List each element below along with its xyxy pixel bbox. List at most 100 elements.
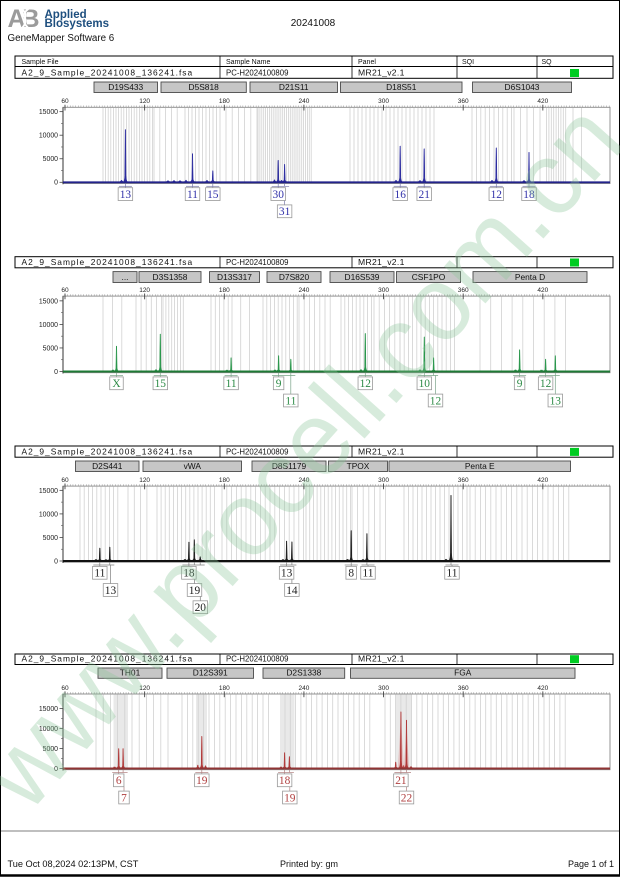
svg-text:Page 1 of 1: Page 1 of 1 <box>568 859 614 869</box>
svg-text:180: 180 <box>219 287 230 294</box>
svg-text:Penta D: Penta D <box>515 272 545 282</box>
svg-text:300: 300 <box>378 98 389 105</box>
svg-text:D16S539: D16S539 <box>345 272 380 282</box>
svg-text:360: 360 <box>458 477 469 484</box>
svg-text:11: 11 <box>226 378 237 390</box>
svg-text:9: 9 <box>276 378 282 390</box>
svg-text:A2_9_Sample_20241008_136241.fs: A2_9_Sample_20241008_136241.fsa <box>22 654 194 664</box>
svg-text:D13S317: D13S317 <box>217 272 252 282</box>
svg-text:180: 180 <box>219 98 230 105</box>
svg-text:21: 21 <box>419 189 431 201</box>
svg-text:D6S1043: D6S1043 <box>505 82 540 92</box>
svg-text:SQI: SQI <box>462 59 474 66</box>
svg-text:Tue Oct 08,2024 02:13PM, CST: Tue Oct 08,2024 02:13PM, CST <box>8 859 139 869</box>
svg-text:PC-H2024100809: PC-H2024100809 <box>226 258 288 267</box>
svg-text:MR21_v2.1: MR21_v2.1 <box>358 68 405 78</box>
svg-text:18: 18 <box>279 775 291 787</box>
svg-text:13: 13 <box>105 585 117 597</box>
svg-text:18: 18 <box>523 189 535 201</box>
svg-text:22: 22 <box>401 792 413 804</box>
svg-text:19: 19 <box>284 792 296 804</box>
svg-text:15: 15 <box>207 189 219 201</box>
svg-text:...: ... <box>122 272 129 282</box>
svg-text:20241008: 20241008 <box>291 18 336 29</box>
svg-text:13: 13 <box>120 189 132 201</box>
svg-text:420: 420 <box>537 98 548 105</box>
svg-text:PC-H2024100809: PC-H2024100809 <box>226 655 288 664</box>
svg-text:D8S1179: D8S1179 <box>272 461 307 471</box>
svg-text:180: 180 <box>219 477 230 484</box>
svg-text:Panel: Panel <box>358 59 376 66</box>
svg-text:D7S820: D7S820 <box>279 272 310 282</box>
svg-text:0: 0 <box>54 558 58 565</box>
svg-text:D21S11: D21S11 <box>279 82 309 92</box>
svg-text:420: 420 <box>537 685 548 692</box>
svg-text:0: 0 <box>54 369 58 376</box>
svg-text:12: 12 <box>540 378 552 390</box>
svg-text:5000: 5000 <box>43 746 58 753</box>
svg-text:D19S433: D19S433 <box>108 82 143 92</box>
svg-text:TPOX: TPOX <box>347 461 370 471</box>
svg-text:15000: 15000 <box>39 298 58 305</box>
svg-text:CSF1PO: CSF1PO <box>412 272 446 282</box>
svg-text:16: 16 <box>395 189 407 201</box>
svg-text:vWA: vWA <box>184 461 202 471</box>
svg-text:0: 0 <box>54 766 58 773</box>
svg-text:31: 31 <box>279 206 291 218</box>
svg-text:13: 13 <box>550 395 562 407</box>
svg-text:20: 20 <box>195 602 207 614</box>
svg-text:0: 0 <box>54 180 58 187</box>
svg-text:15: 15 <box>155 378 167 390</box>
svg-text:SQ: SQ <box>542 59 553 66</box>
svg-text:10000: 10000 <box>39 322 58 329</box>
svg-text:21: 21 <box>395 775 407 787</box>
svg-text:15000: 15000 <box>39 706 58 713</box>
svg-text:A2_9_Sample_20241008_136241.fs: A2_9_Sample_20241008_136241.fsa <box>22 257 194 267</box>
svg-text:240: 240 <box>298 287 309 294</box>
svg-text:420: 420 <box>537 287 548 294</box>
svg-text:X: X <box>112 378 121 390</box>
svg-text:120: 120 <box>139 477 150 484</box>
svg-text:360: 360 <box>458 685 469 692</box>
svg-text:15000: 15000 <box>39 488 58 495</box>
svg-text:120: 120 <box>139 287 150 294</box>
svg-text:360: 360 <box>458 98 469 105</box>
svg-text:5000: 5000 <box>43 345 58 352</box>
svg-text:8: 8 <box>348 568 354 580</box>
svg-text:D18S51: D18S51 <box>386 82 417 92</box>
svg-text:180: 180 <box>219 685 230 692</box>
svg-text:Sample Name: Sample Name <box>226 59 270 66</box>
svg-text:300: 300 <box>378 287 389 294</box>
svg-text:Printed by: gm: Printed by: gm <box>280 859 338 869</box>
svg-text:5000: 5000 <box>43 535 58 542</box>
svg-text:300: 300 <box>378 477 389 484</box>
svg-text:D3S1358: D3S1358 <box>153 272 188 282</box>
svg-text:Penta E: Penta E <box>465 461 495 471</box>
svg-text:PC-H2024100809: PC-H2024100809 <box>226 69 288 78</box>
svg-text:FGA: FGA <box>454 668 472 678</box>
svg-text:Sample File: Sample File <box>22 59 59 66</box>
svg-text:60: 60 <box>61 685 69 692</box>
svg-text:60: 60 <box>61 98 69 105</box>
svg-text:Applied: Applied <box>45 9 87 21</box>
svg-text:240: 240 <box>298 98 309 105</box>
svg-text:11: 11 <box>363 568 374 580</box>
svg-text:11: 11 <box>94 568 105 580</box>
svg-text:12: 12 <box>430 395 442 407</box>
svg-text:18: 18 <box>183 568 195 580</box>
svg-text:PC-H2024100809: PC-H2024100809 <box>226 447 288 456</box>
svg-text:A2_9_Sample_20241008_136241.fs: A2_9_Sample_20241008_136241.fsa <box>22 68 194 78</box>
svg-text:12: 12 <box>360 378 372 390</box>
svg-text:12: 12 <box>491 189 503 201</box>
svg-text:MR21_v2.1: MR21_v2.1 <box>358 654 405 664</box>
svg-text:MR21_v2.1: MR21_v2.1 <box>358 257 405 267</box>
svg-text:13: 13 <box>281 568 293 580</box>
svg-text:120: 120 <box>139 98 150 105</box>
svg-text:240: 240 <box>298 685 309 692</box>
svg-text:D2S1338: D2S1338 <box>286 668 321 678</box>
svg-text:A2_9_Sample_20241008_136241.fs: A2_9_Sample_20241008_136241.fsa <box>22 446 194 456</box>
svg-text:300: 300 <box>378 685 389 692</box>
svg-text:30: 30 <box>273 189 285 201</box>
svg-text:D12S391: D12S391 <box>193 668 228 678</box>
svg-text:15000: 15000 <box>39 109 58 116</box>
